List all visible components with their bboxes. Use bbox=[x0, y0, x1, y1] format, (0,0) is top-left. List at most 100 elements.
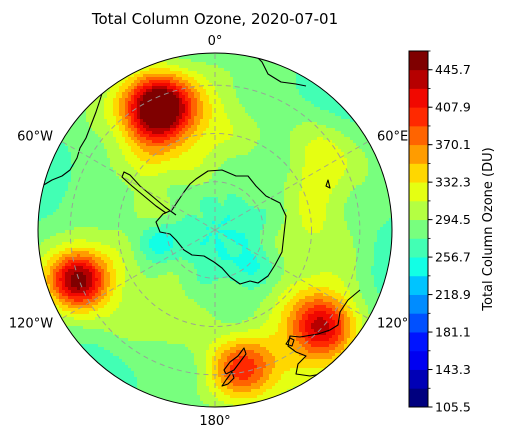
ozone-cell bbox=[371, 167, 375, 171]
ozone-cell bbox=[272, 107, 276, 111]
ozone-cell bbox=[347, 155, 351, 159]
ozone-cell bbox=[239, 77, 243, 81]
ozone-cell bbox=[131, 119, 135, 123]
ozone-cell bbox=[173, 134, 177, 138]
ozone-cell bbox=[254, 194, 258, 198]
ozone-cell bbox=[62, 164, 66, 168]
ozone-cell bbox=[86, 176, 90, 180]
ozone-cell bbox=[257, 203, 261, 207]
ozone-cell bbox=[341, 146, 345, 150]
ozone-cell bbox=[149, 212, 153, 216]
ozone-cell bbox=[362, 128, 366, 132]
ozone-cell bbox=[323, 128, 327, 132]
ozone-cell bbox=[65, 185, 69, 189]
ozone-cell bbox=[86, 134, 90, 138]
ozone-cell bbox=[74, 170, 78, 174]
ozone-cell bbox=[266, 155, 270, 159]
ozone-cell bbox=[308, 197, 312, 201]
ozone-cell bbox=[143, 185, 147, 189]
ozone-cell bbox=[299, 191, 303, 195]
ozone-cell bbox=[179, 185, 183, 189]
ozone-cell bbox=[299, 173, 303, 177]
ozone-cell bbox=[56, 212, 60, 216]
ozone-cell bbox=[182, 74, 186, 78]
ozone-cell bbox=[377, 206, 381, 210]
ozone-cell bbox=[269, 137, 273, 141]
ozone-cell bbox=[386, 206, 390, 210]
ozone-cell bbox=[314, 152, 318, 156]
ozone-cell bbox=[173, 80, 177, 84]
ozone-cell bbox=[362, 167, 366, 171]
ozone-cell bbox=[110, 209, 114, 213]
ozone-cell bbox=[254, 80, 258, 84]
ozone-cell bbox=[203, 92, 207, 96]
ozone-cell bbox=[224, 212, 228, 216]
ozone-cell bbox=[149, 71, 153, 75]
ozone-cell bbox=[281, 140, 285, 144]
ozone-cell bbox=[191, 137, 195, 141]
ozone-cell bbox=[119, 128, 123, 132]
ozone-cell bbox=[71, 209, 75, 213]
ozone-cell bbox=[158, 71, 162, 75]
ozone-cell bbox=[248, 104, 252, 108]
ozone-cell bbox=[302, 209, 306, 213]
ozone-cell bbox=[116, 92, 120, 96]
ozone-cell bbox=[257, 86, 261, 90]
ozone-cell bbox=[236, 116, 240, 120]
ozone-cell bbox=[245, 113, 249, 117]
ozone-cell bbox=[92, 131, 96, 135]
ozone-cell bbox=[284, 197, 288, 201]
ozone-cell bbox=[59, 203, 63, 207]
ozone-cell bbox=[290, 128, 294, 132]
ozone-cell bbox=[281, 110, 285, 114]
ozone-cell bbox=[131, 128, 135, 132]
ozone-cell bbox=[167, 164, 171, 168]
ozone-cell bbox=[344, 152, 348, 156]
ozone-cell bbox=[374, 176, 378, 180]
ozone-cell bbox=[326, 209, 330, 213]
ozone-cell bbox=[200, 182, 204, 186]
ozone-cell bbox=[278, 125, 282, 129]
ozone-cell bbox=[146, 89, 150, 93]
ozone-cell bbox=[56, 158, 60, 162]
ozone-cell bbox=[119, 188, 123, 192]
ozone-cell bbox=[104, 191, 108, 195]
ozone-cell bbox=[173, 200, 177, 204]
ozone-cell bbox=[278, 164, 282, 168]
ozone-cell bbox=[245, 197, 249, 201]
ozone-cell bbox=[341, 158, 345, 162]
ozone-cell bbox=[266, 122, 270, 126]
ozone-cell bbox=[356, 128, 360, 132]
ozone-cell bbox=[170, 167, 174, 171]
ozone-cell bbox=[164, 191, 168, 195]
ozone-cell bbox=[185, 146, 189, 150]
ozone-cell bbox=[68, 155, 72, 159]
ozone-cell bbox=[320, 179, 324, 183]
ozone-cell bbox=[311, 185, 315, 189]
ozone-cell bbox=[131, 155, 135, 159]
ozone-cell bbox=[161, 107, 165, 111]
ozone-cell bbox=[305, 185, 309, 189]
ozone-cell bbox=[104, 110, 108, 114]
ozone-cell bbox=[206, 155, 210, 159]
ozone-cell bbox=[269, 209, 273, 213]
ozone-cell bbox=[371, 164, 375, 168]
ozone-cell bbox=[143, 179, 147, 183]
ozone-cell bbox=[242, 149, 246, 153]
ozone-cell bbox=[281, 74, 285, 78]
ozone-cell bbox=[326, 206, 330, 210]
ozone-cell bbox=[104, 107, 108, 111]
ozone-cell bbox=[272, 104, 276, 108]
ozone-cell bbox=[98, 209, 102, 213]
ozone-cell bbox=[314, 89, 318, 93]
ozone-cell bbox=[125, 173, 129, 177]
ozone-cell bbox=[107, 134, 111, 138]
ozone-cell bbox=[110, 173, 114, 177]
ozone-cell bbox=[278, 170, 282, 174]
ozone-cell bbox=[245, 62, 249, 66]
ozone-cell bbox=[173, 203, 177, 207]
ozone-cell bbox=[119, 203, 123, 207]
ozone-cell bbox=[134, 101, 138, 105]
ozone-cell bbox=[242, 188, 246, 192]
ozone-cell bbox=[194, 140, 198, 144]
